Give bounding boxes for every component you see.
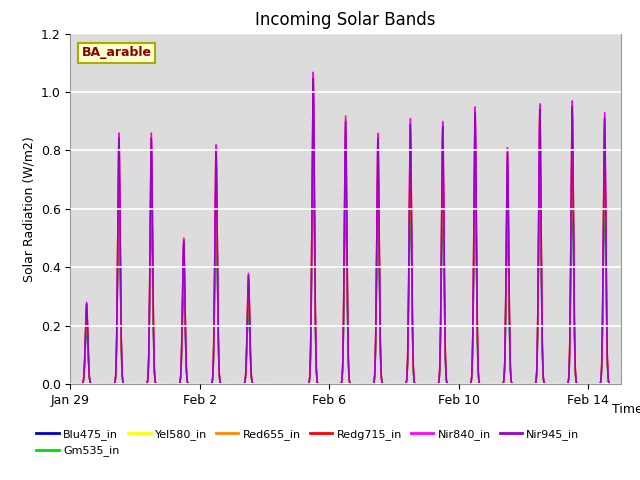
Title: Incoming Solar Bands: Incoming Solar Bands — [255, 11, 436, 29]
Text: BA_arable: BA_arable — [81, 47, 152, 60]
X-axis label: Time: Time — [612, 403, 640, 416]
Legend: Blu475_in, Gm535_in, Yel580_in, Red655_in, Redg715_in, Nir840_in, Nir945_in: Blu475_in, Gm535_in, Yel580_in, Red655_i… — [32, 425, 584, 461]
Y-axis label: Solar Radiation (W/m2): Solar Radiation (W/m2) — [22, 136, 35, 282]
